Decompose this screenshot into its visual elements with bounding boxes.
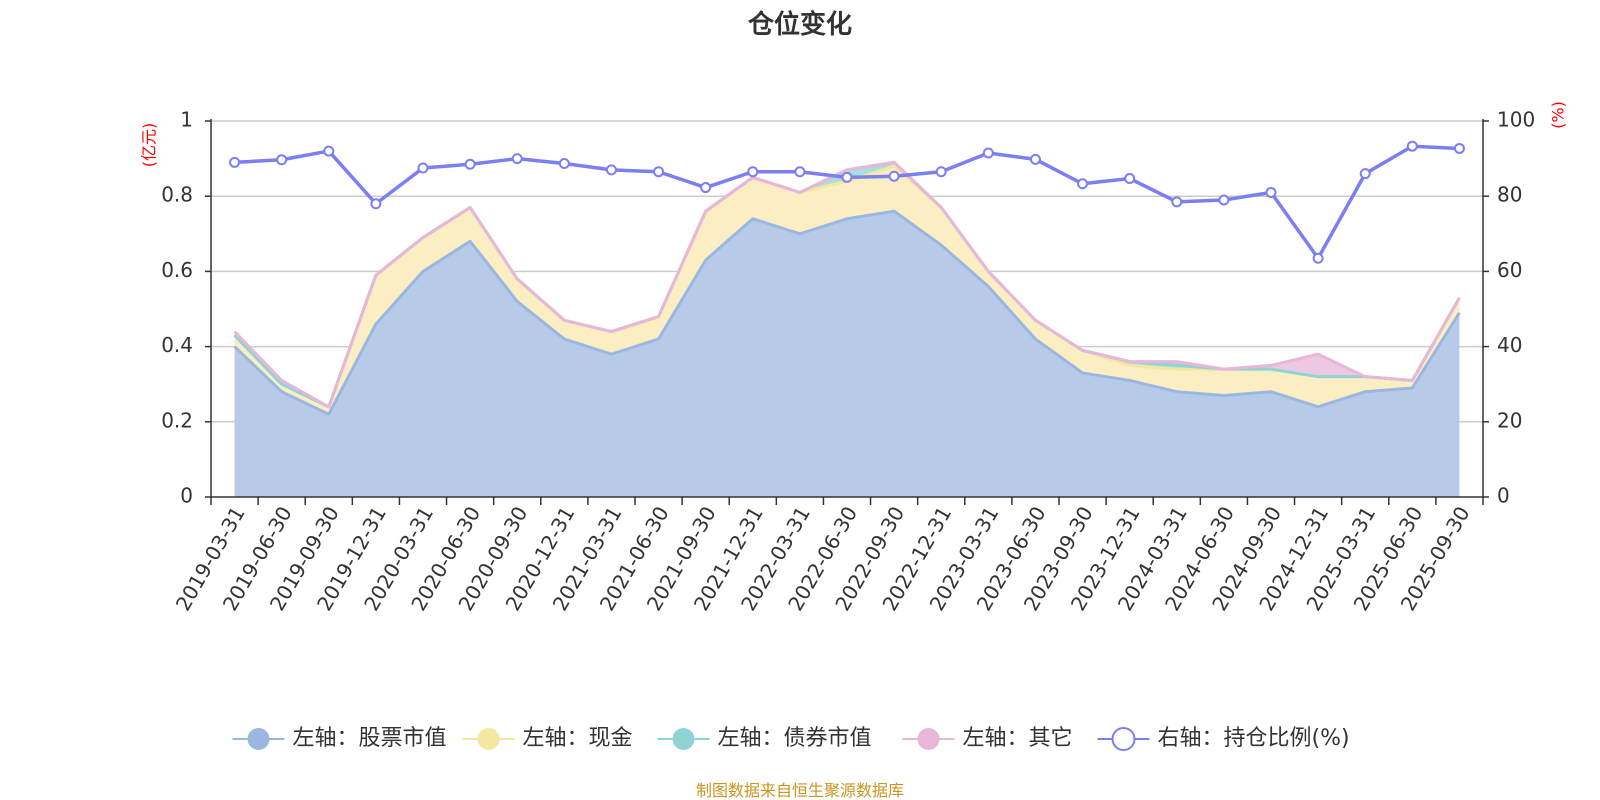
left-axis-tick-label: 0.2: [161, 408, 193, 432]
left-axis-unit: (亿元): [140, 123, 159, 168]
holding-ratio-point: [1171, 196, 1183, 208]
right-axis-unit: (%): [1549, 101, 1568, 129]
legend-item-1[interactable]: 左轴：股票市值: [232, 726, 447, 751]
line-左轴：其它: [233, 160, 1461, 409]
holding-ratio-point: [605, 164, 617, 176]
holding-ratio-point: [323, 145, 335, 157]
holding-ratio-point: [370, 198, 382, 210]
holding-ratio-point: [1406, 140, 1418, 152]
legend-item-5[interactable]: 右轴：持仓比例(%): [1097, 726, 1350, 751]
legend-marker-dot: [477, 728, 500, 750]
legend-item-2[interactable]: 左轴：现金: [462, 726, 633, 751]
stacked-areas: [234, 162, 1460, 498]
holding-ratio-point: [1453, 142, 1465, 154]
line-左轴：股票市值: [233, 209, 1461, 416]
holding-ratio-point: [511, 153, 523, 165]
holding-ratio-point: [1265, 186, 1277, 198]
left-axis-tick-label: 0: [180, 484, 193, 508]
holding-ratio-point: [888, 170, 900, 182]
holding-ratio-point: [229, 156, 241, 168]
legend-label: 左轴：债券市值: [718, 726, 872, 751]
right-axis-tick-label: 20: [1497, 408, 1522, 432]
holding-ratio-point: [1029, 153, 1041, 165]
right-axis-tick-label: 80: [1497, 183, 1522, 207]
legend-item-3[interactable]: 左轴：债券市值: [657, 726, 872, 751]
chart-title: 仓位变化: [747, 9, 852, 40]
holding-ratio-point: [1359, 168, 1371, 180]
right-axis-tick-label: 40: [1497, 333, 1522, 357]
legend-label: 左轴：其它: [963, 726, 1073, 751]
legend-label: 左轴：现金: [523, 726, 633, 751]
area-左轴：现金: [234, 166, 1460, 415]
holding-ratio-point: [417, 162, 429, 174]
right-axis-tick-label: 100: [1497, 108, 1535, 132]
legend: 左轴：股票市值 左轴：现金 左轴：债券市值 左轴：其它 右轴：持仓比例(%): [232, 726, 1350, 751]
legend-marker-dot: [672, 728, 695, 750]
holding-ratio-point: [558, 157, 570, 169]
data-source-note: 制图数据来自恒生聚源数据库: [696, 781, 904, 800]
left-axis-tick-label: 0.8: [161, 183, 193, 207]
legend-label: 左轴：股票市值: [293, 726, 447, 751]
right-axis-tick-label: 0: [1497, 484, 1510, 508]
holding-ratio-point: [1218, 194, 1230, 206]
left-axis-tick-label: 1: [180, 108, 193, 132]
holding-ratio-point: [1124, 173, 1136, 185]
legend-marker-dot: [917, 728, 940, 750]
legend-marker-dot: [1111, 727, 1136, 751]
legend-label: 右轴：持仓比例(%): [1158, 726, 1350, 751]
left-axis-tick-label: 0.6: [161, 258, 193, 282]
holding-ratio-point: [653, 166, 665, 178]
right-axis-tick-label: 60: [1497, 258, 1522, 282]
ratio-points: [229, 140, 1465, 264]
holding-ratio-point: [747, 166, 759, 178]
holding-ratio-point: [794, 166, 806, 178]
holding-ratio-point: [935, 166, 947, 178]
holding-ratio-point: [1312, 252, 1324, 264]
legend-marker-dot: [247, 728, 270, 750]
legend-item-4[interactable]: 左轴：其它: [902, 726, 1073, 751]
holding-ratio-point: [276, 154, 288, 166]
holding-ratio-point: [464, 158, 476, 170]
left-axis-tick-label: 0.4: [161, 333, 193, 357]
holding-ratio-point: [841, 171, 853, 183]
area-左轴：股票市值: [234, 211, 1460, 498]
holding-ratio-point: [982, 147, 994, 159]
holding-ratio-point: [1077, 178, 1089, 190]
holding-ratio-point: [700, 182, 712, 194]
